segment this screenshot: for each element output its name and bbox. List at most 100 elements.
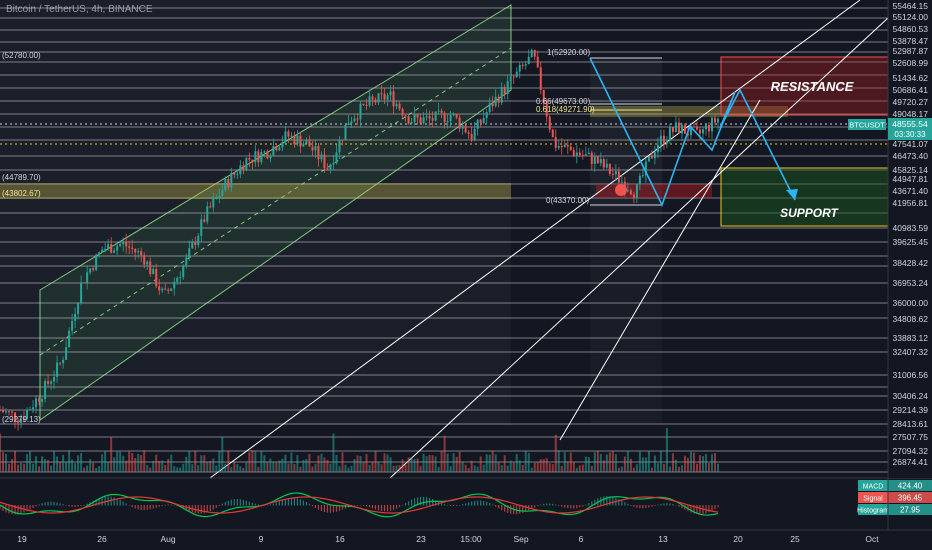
- candle-body: [353, 118, 356, 122]
- volume-bar: [47, 460, 50, 472]
- macd-histogram-bar: [161, 505, 163, 506]
- volume-bar: [149, 467, 152, 472]
- price-axis-label: 49048.17: [893, 109, 929, 119]
- price-axis-label: 27094.32: [893, 446, 929, 456]
- macd-histogram-bar: [20, 505, 22, 514]
- volume-bar: [479, 456, 482, 472]
- macd-histogram-bar: [471, 501, 473, 506]
- volume-bar: [242, 467, 245, 472]
- macd-histogram-bar: [158, 505, 160, 507]
- volume-bar: [83, 467, 86, 472]
- candle-body: [131, 247, 134, 249]
- macd-histogram-bar: [311, 505, 314, 507]
- macd-histogram-bar: [549, 503, 551, 506]
- volume-bar: [614, 454, 617, 472]
- candle-body: [188, 248, 191, 258]
- fib-label: 0.66(49673.00): [536, 97, 591, 106]
- macd-histogram-bar: [341, 505, 344, 510]
- volume-bar: [140, 455, 143, 472]
- volume-bar: [686, 457, 689, 472]
- volume-bar: [569, 452, 572, 472]
- volume-bar: [317, 455, 320, 472]
- volume-bar: [578, 465, 581, 472]
- volume-bar: [617, 467, 620, 472]
- macd-histogram-bar: [320, 505, 323, 512]
- level-label: (44789.70): [2, 173, 41, 182]
- macd-histogram-bar: [143, 505, 145, 511]
- price-axis-label: 55124.00: [893, 12, 929, 22]
- candle-body: [524, 64, 527, 66]
- macd-histogram-bar: [645, 505, 647, 509]
- volume-bar: [599, 453, 602, 472]
- volume-bar: [389, 457, 392, 472]
- candle-body: [698, 129, 701, 134]
- candle-body: [557, 146, 560, 148]
- candle-body: [224, 178, 227, 191]
- price-axis-label: 39625.45: [893, 237, 929, 247]
- macd-histogram-bar: [519, 505, 521, 514]
- volume-bar: [593, 452, 596, 472]
- macd-histogram-bar: [699, 505, 701, 515]
- macd-histogram-bar: [365, 505, 368, 507]
- macd-histogram-bar: [558, 505, 560, 506]
- candle-body: [113, 250, 116, 253]
- macd-histogram-bar: [696, 505, 698, 515]
- macd-histogram-bar: [407, 501, 410, 506]
- macd-histogram-bar: [435, 500, 437, 506]
- price-axis-label: 55464.15: [893, 1, 929, 11]
- price-axis-label: 41956.81: [893, 198, 929, 208]
- macd-histogram-bar: [675, 504, 677, 506]
- macd-histogram-bar: [47, 501, 49, 506]
- volume-bar: [119, 451, 122, 472]
- candle-body: [176, 277, 179, 282]
- macd-histogram-bar: [567, 505, 569, 509]
- time-axis-label: 16: [335, 534, 345, 544]
- volume-bar: [305, 459, 308, 472]
- macd-histogram-bar: [38, 504, 40, 506]
- candle-body: [263, 151, 266, 153]
- candle-body: [410, 122, 413, 124]
- volume-bar: [527, 453, 530, 472]
- volume-bar: [524, 451, 527, 472]
- macd-histogram-bar: [585, 504, 587, 506]
- time-axis-label: Oct: [865, 534, 879, 544]
- macd-histogram-bar: [603, 496, 605, 506]
- candle-body: [437, 110, 440, 112]
- candle-body: [305, 139, 308, 144]
- candle-body: [53, 376, 56, 382]
- volume-bar: [455, 456, 458, 472]
- volume-bar: [452, 453, 455, 472]
- macd-histogram-bar: [245, 500, 247, 506]
- macd-histogram-bar: [465, 503, 467, 506]
- volume-bar: [395, 465, 398, 472]
- macd-histogram-bar: [11, 505, 13, 515]
- volume-bar: [134, 458, 137, 472]
- volume-bar: [65, 461, 68, 472]
- volume-bar: [356, 455, 359, 472]
- candle-body: [140, 251, 143, 256]
- candle-body: [206, 206, 209, 222]
- macd-histogram-bar: [248, 501, 250, 506]
- volume-bar: [566, 461, 569, 472]
- volume-bar: [23, 463, 26, 472]
- candle-body: [146, 261, 149, 265]
- candle-body: [320, 154, 323, 160]
- volume-bar: [59, 461, 62, 472]
- macd-histogram-bar: [398, 505, 401, 508]
- time-axis-label: 20: [733, 534, 743, 544]
- candle-body: [476, 119, 479, 129]
- candle-body: [377, 93, 380, 103]
- price-axis-label: 46473.40: [893, 151, 929, 161]
- candle-body: [692, 126, 695, 128]
- macd-histogram-bar: [131, 505, 133, 508]
- macd-histogram-bar: [236, 498, 238, 506]
- candle-body: [548, 116, 551, 130]
- candle-body: [194, 242, 197, 246]
- indicator-label-bg: [858, 492, 888, 503]
- volume-bar: [539, 459, 542, 472]
- macd-histogram-bar: [2, 505, 4, 511]
- volume-bar: [404, 464, 407, 472]
- volume-bar: [80, 453, 83, 472]
- candle-body: [11, 411, 14, 413]
